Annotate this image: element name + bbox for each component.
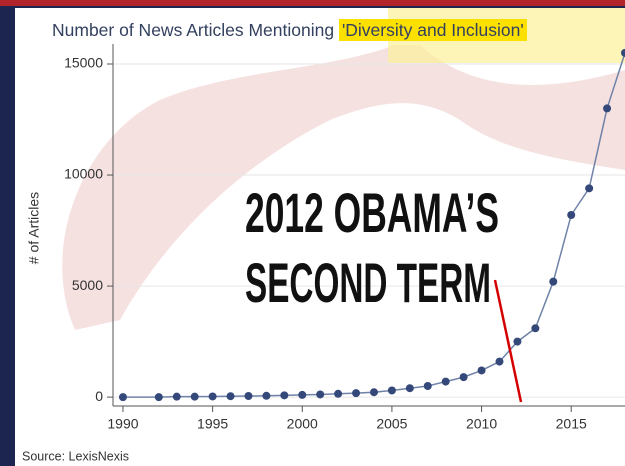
annotation: SECOND TERM — [245, 251, 491, 314]
data-point — [603, 104, 612, 113]
data-point — [244, 392, 253, 401]
data-point — [495, 357, 504, 366]
data-point — [549, 277, 558, 286]
y-tick-label: 0 — [95, 388, 103, 404]
x-tick-label: 2005 — [376, 416, 407, 432]
y-tick-label: 10000 — [64, 166, 103, 182]
data-point — [154, 393, 163, 402]
data-point — [423, 382, 432, 391]
y-tick-label: 5000 — [72, 277, 103, 293]
title-text: Number of News Articles Mentioning — [52, 20, 335, 40]
x-tick-label: 1995 — [197, 416, 228, 432]
title-highlight: 'Diversity and Inclusion' — [338, 19, 527, 41]
chart-title: Number of News Articles Mentioning 'Dive… — [52, 19, 527, 41]
data-point — [316, 390, 325, 399]
plot-area — [114, 48, 625, 402]
data-point — [459, 373, 468, 382]
data-point — [334, 389, 343, 398]
source: Source: LexisNexis — [22, 449, 129, 463]
data-point — [567, 211, 576, 220]
data-point — [280, 391, 289, 400]
data-point — [190, 392, 199, 401]
x-tick-label: 1990 — [107, 416, 138, 432]
data-point — [352, 389, 361, 398]
annotation: 2012 OBAMA’S — [245, 181, 499, 244]
data-point — [298, 390, 307, 399]
data-point — [531, 324, 540, 333]
x-tick-label: 2000 — [287, 416, 318, 432]
data-point — [118, 393, 127, 402]
data-point — [405, 384, 414, 393]
data-point — [262, 391, 271, 400]
y-axis-label: # of Articles — [26, 192, 42, 264]
data-point — [477, 366, 486, 375]
data-point — [387, 386, 396, 395]
data-point — [369, 388, 378, 397]
data-point — [621, 48, 625, 57]
data-point — [172, 392, 181, 401]
x-tick-label: 2015 — [556, 416, 587, 432]
series-line — [122, 52, 625, 398]
data-point — [441, 377, 450, 386]
top-strip — [0, 0, 625, 6]
data-point — [585, 184, 594, 193]
x-tick-label: 2010 — [466, 416, 497, 432]
data-point — [208, 392, 217, 401]
data-point — [226, 392, 235, 401]
data-point — [513, 337, 522, 346]
annotation-pointer — [493, 279, 523, 403]
y-tick-label: 15000 — [64, 55, 103, 71]
background-shape — [62, 45, 625, 330]
